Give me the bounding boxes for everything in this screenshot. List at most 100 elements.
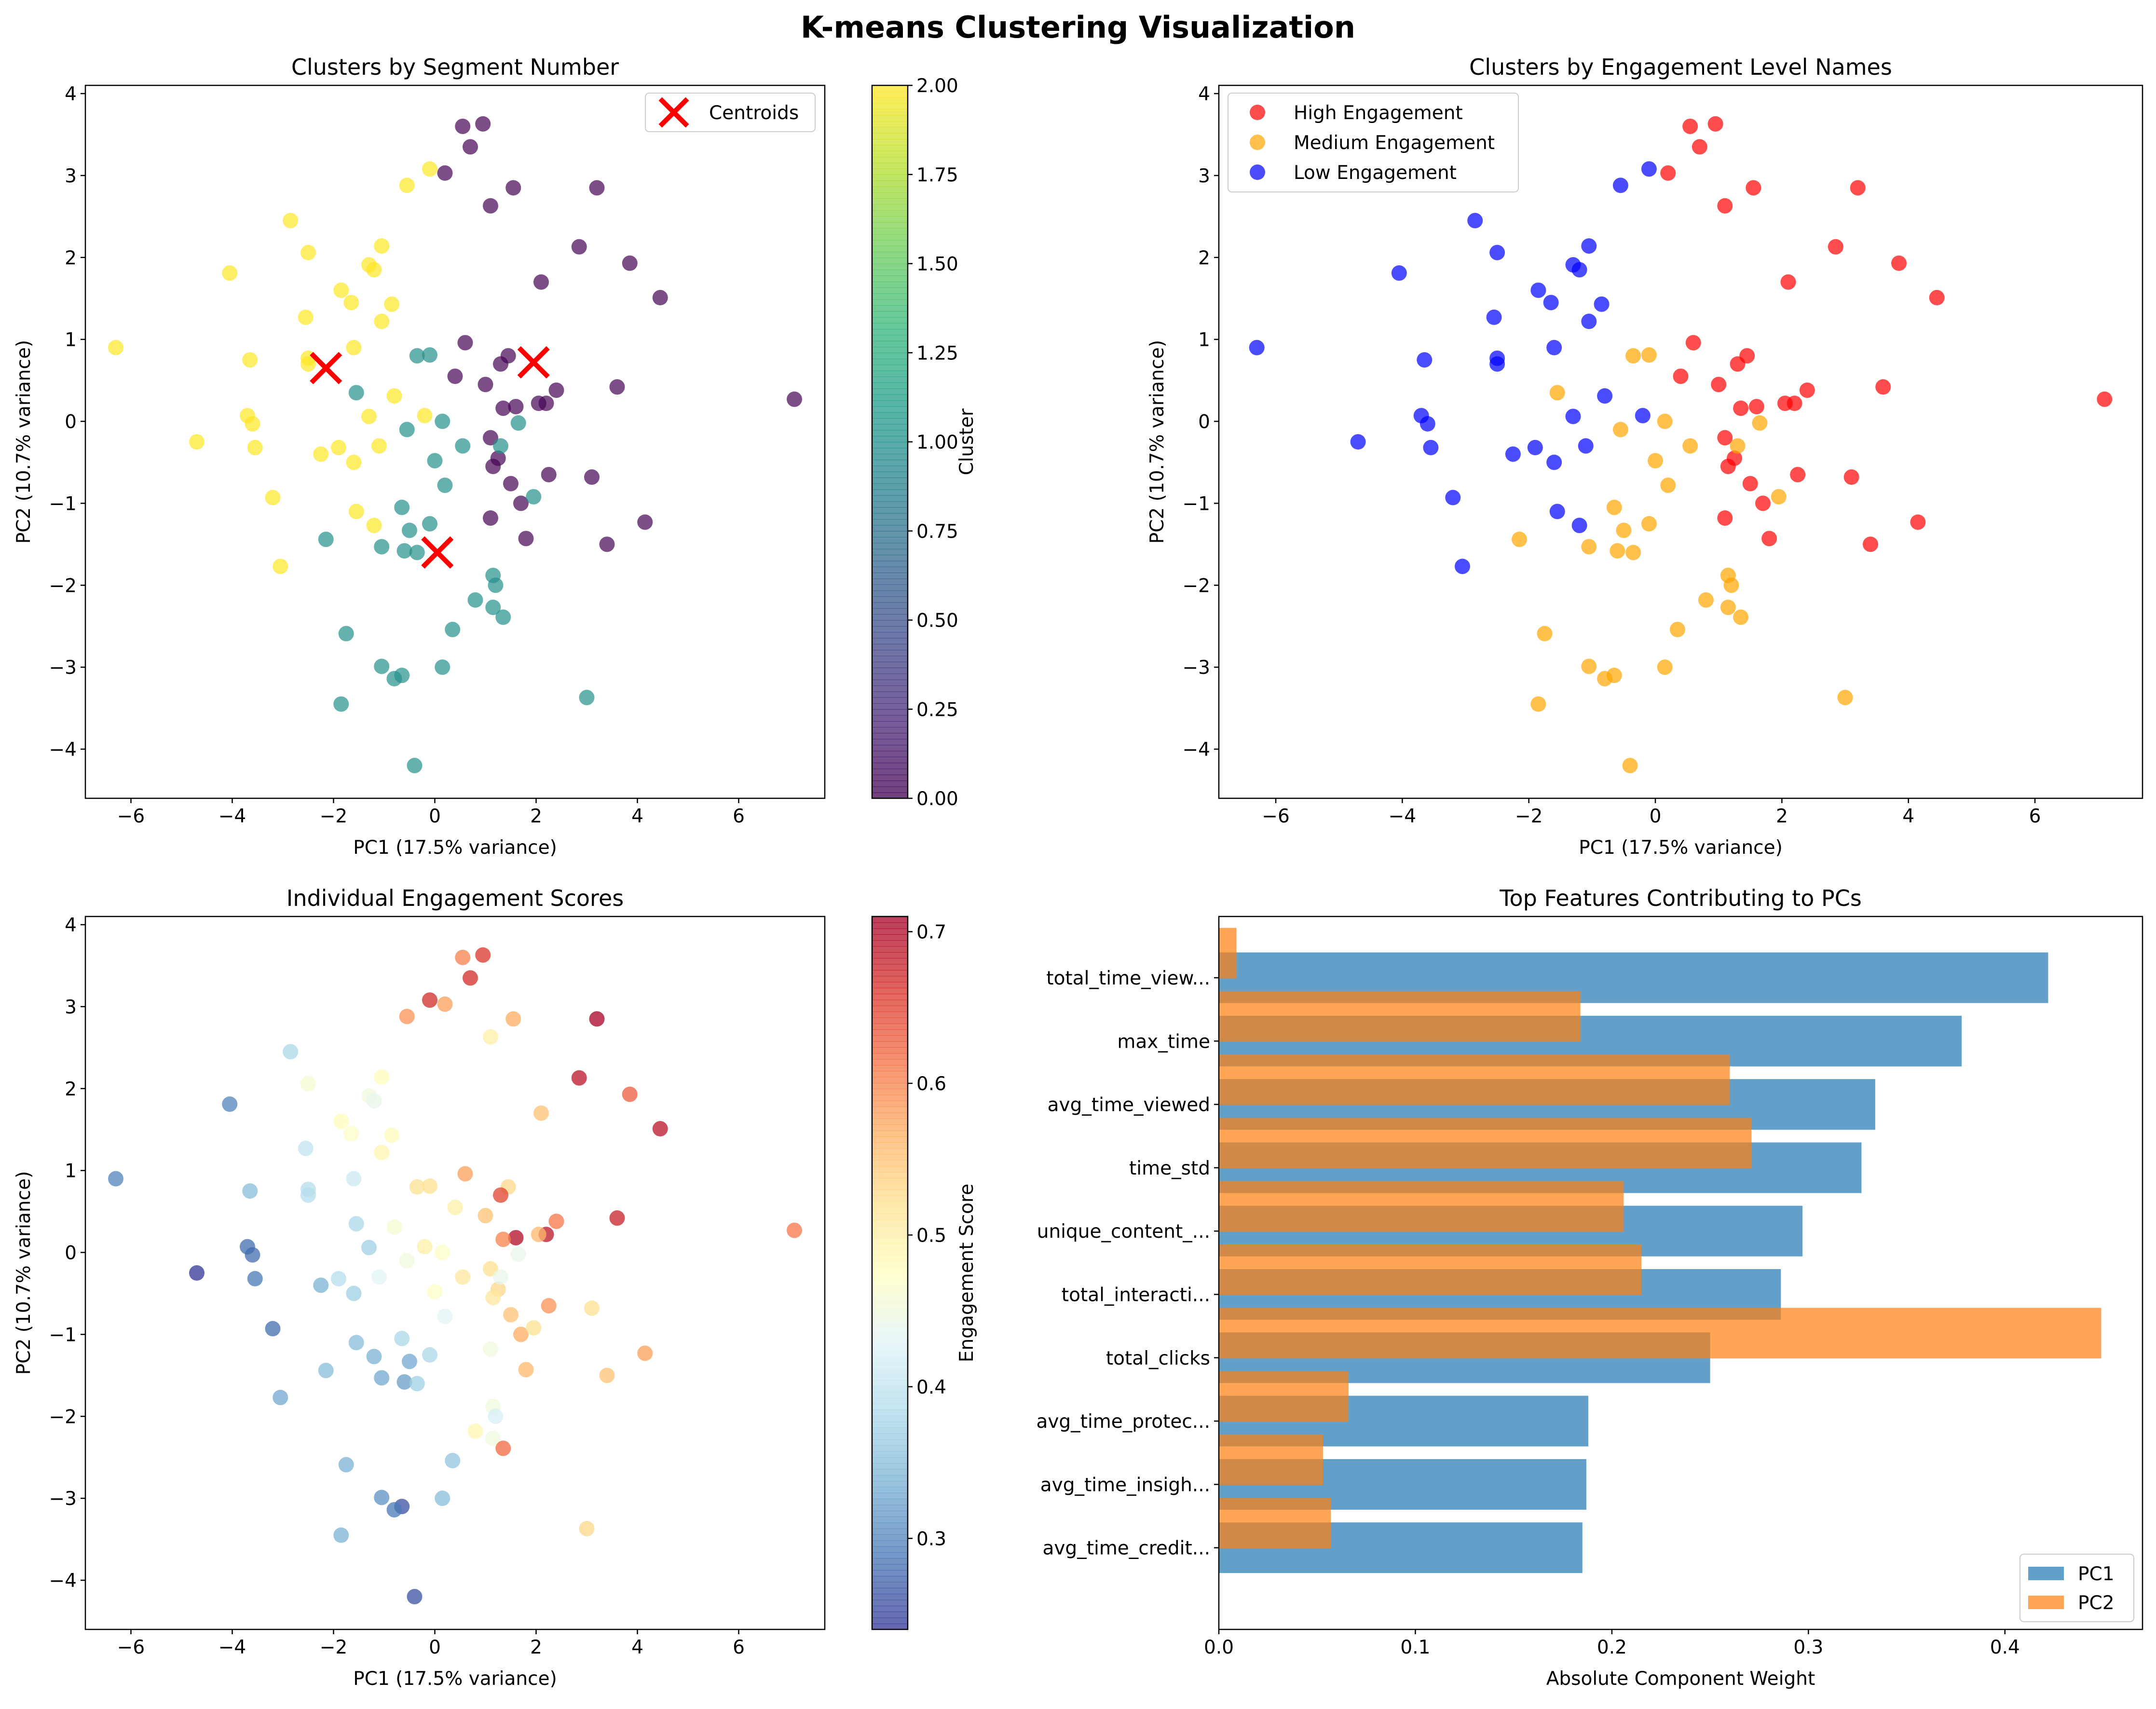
score-data-point (222, 1096, 238, 1112)
score-colorbar-segment (872, 1492, 908, 1500)
eng-data-point (1720, 600, 1736, 615)
seg-data-point (374, 238, 390, 254)
feat-category-label: total_clicks (1106, 1348, 1210, 1369)
score-colorbar-segment (872, 1195, 908, 1203)
eng-legend-box (1228, 93, 1519, 192)
eng-data-point (1698, 592, 1714, 608)
seg-data-point (318, 532, 334, 547)
score-colorbar-segment (872, 928, 908, 935)
seg-colorbar-segment (872, 566, 908, 573)
eng-data-point (1454, 559, 1470, 574)
score-data-point (493, 1269, 508, 1285)
score-data-point (531, 1227, 546, 1243)
eng-y-tick-label: 3 (1198, 165, 1210, 187)
seg-colorbar-segment (872, 370, 908, 377)
score-colorbar-segment (872, 1308, 908, 1315)
eng-data-point (1790, 466, 1806, 482)
score-data-point (374, 1490, 390, 1505)
seg-title: Clusters by Segment Number (291, 54, 619, 80)
seg-data-point (361, 409, 377, 424)
score-data-point (409, 1179, 425, 1195)
eng-data-point (1850, 180, 1866, 196)
feat-bar-pc2 (1219, 1244, 1642, 1295)
eng-data-point (1527, 439, 1543, 455)
seg-colorbar-segment (872, 465, 908, 472)
seg-colorbar-segment (872, 448, 908, 454)
score-data-point (483, 1341, 498, 1357)
score-data-point (399, 1009, 415, 1025)
eng-data-point (1610, 543, 1625, 559)
seg-data-point (343, 295, 359, 311)
seg-data-point (386, 388, 402, 404)
feat-category-label: avg_time_protec... (1036, 1411, 1210, 1433)
seg-data-point (374, 658, 390, 674)
feat-legend-swatch (2028, 1596, 2064, 1609)
seg-colorbar-segment (872, 145, 908, 151)
eng-data-point (1616, 522, 1632, 538)
seg-colorbar-segment (872, 561, 908, 567)
seg-frame (84, 84, 826, 799)
seg-colorbar-segment (872, 572, 908, 579)
seg-colorbar-segment (872, 507, 908, 514)
seg-colorbar-segment (872, 174, 908, 181)
score-y-axis-label: PC2 (10.7% variance) (13, 1171, 35, 1375)
seg-x-tick-label: −6 (117, 806, 145, 827)
score-data-point (399, 1253, 415, 1269)
seg-colorbar-segment (872, 323, 908, 329)
seg-data-point (503, 476, 519, 492)
eng-data-point (1843, 469, 1859, 485)
eng-data-point (1746, 180, 1761, 196)
eng-data-point (1682, 438, 1698, 454)
score-colorbar-label: Engagement Score (956, 1184, 978, 1362)
seg-data-point (386, 670, 402, 686)
seg-colorbar-segment (872, 222, 908, 229)
score-data-point (609, 1210, 625, 1226)
score-data-point (495, 1440, 511, 1456)
seg-data-point (348, 385, 364, 401)
seg-colorbar-segment (872, 210, 908, 217)
score-colorbar-segment (872, 1035, 908, 1042)
seg-data-point (333, 696, 349, 712)
seg-plot-area (85, 85, 825, 798)
eng-data-point (1565, 409, 1581, 424)
seg-centroid-marker (310, 352, 342, 384)
seg-data-point (396, 543, 412, 559)
seg-colorbar-tick-label: 1.75 (916, 164, 958, 186)
score-colorbar-segment (872, 1237, 908, 1244)
score-data-point (343, 1126, 359, 1142)
eng-data-point (1641, 347, 1657, 363)
seg-data-point (787, 391, 802, 407)
score-data-point (510, 1246, 526, 1262)
seg-data-point (455, 118, 471, 134)
seg-colorbar-segment (872, 668, 908, 674)
seg-colorbar-segment (872, 632, 908, 639)
score-data-point (338, 1457, 354, 1473)
feat-x-axis-label: Absolute Component Weight (1546, 1668, 1815, 1690)
score-colorbar-segment (872, 1510, 908, 1517)
feat-legend-label: PC2 (2078, 1592, 2115, 1614)
score-colorbar-segment (872, 1487, 908, 1493)
score-colorbar-segment (872, 1285, 908, 1291)
seg-data-point (493, 438, 508, 454)
seg-colorbar-segment (872, 763, 908, 769)
seg-colorbar-segment (872, 519, 908, 526)
score-data-point (386, 1502, 402, 1518)
seg-colorbar-segment (872, 204, 908, 211)
seg-colorbar-segment (872, 198, 908, 205)
seg-colorbar-segment (872, 150, 908, 157)
eng-data-point (1929, 290, 1945, 306)
eng-data-point (1875, 379, 1891, 395)
score-data-point (346, 1171, 362, 1187)
feat-bar-pc2 (1219, 1371, 1349, 1422)
seg-y-tick-label: 3 (65, 165, 77, 187)
score-data-point (652, 1121, 668, 1137)
eng-x-tick-label: 2 (1776, 806, 1788, 827)
eng-data-point (1578, 438, 1594, 454)
eng-data-point (1828, 239, 1843, 255)
seg-data-point (399, 422, 415, 438)
seg-data-point (374, 539, 390, 555)
seg-data-point (371, 438, 387, 454)
score-data-point (571, 1070, 587, 1086)
seg-colorbar-segment (872, 489, 908, 496)
seg-colorbar-segment (872, 537, 908, 544)
